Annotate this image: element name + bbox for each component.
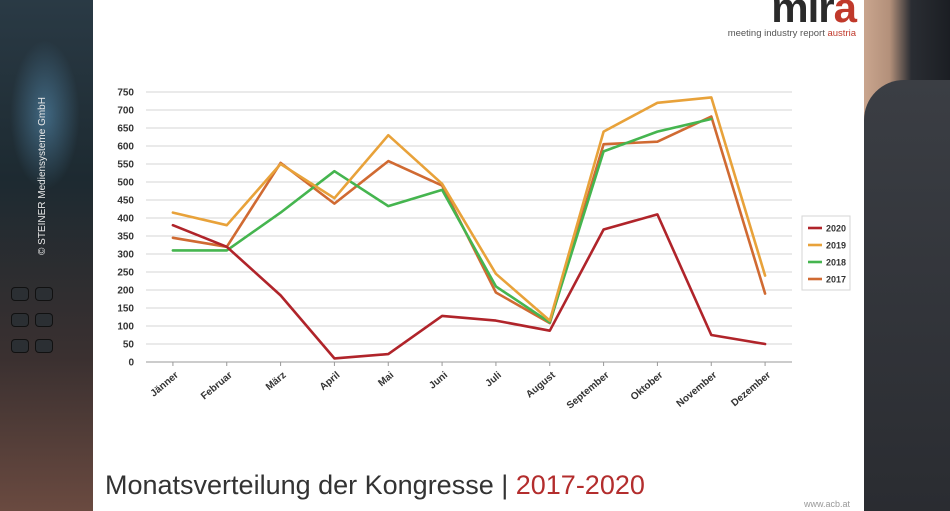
x-tick-label: April	[318, 370, 343, 393]
x-tick-label: Juni	[427, 370, 450, 392]
keyboard-key	[12, 314, 28, 326]
keyboard-key	[36, 340, 52, 352]
series-line-2018	[171, 117, 713, 324]
keyboard-key	[36, 288, 52, 300]
x-tick-label: September	[565, 370, 612, 412]
screen-glow	[10, 40, 80, 190]
series-line-2017	[171, 115, 767, 325]
x-tick-label: Februar	[199, 370, 235, 402]
legend-label: 2018	[826, 258, 846, 268]
y-tick-label: 150	[117, 304, 134, 315]
x-tick-label: Mai	[376, 370, 396, 389]
y-tick-label: 200	[117, 286, 134, 297]
y-tick-label: 750	[117, 88, 134, 99]
logo-mark: mira	[728, 0, 857, 31]
logo-subtitle-accent: austria	[827, 28, 856, 39]
y-tick-label: 350	[117, 232, 134, 243]
legend-label: 2019	[826, 241, 846, 251]
y-tick-label: 450	[117, 196, 134, 207]
y-tick-label: 500	[117, 178, 134, 189]
x-tick-label: November	[675, 370, 720, 410]
person-silhouette	[864, 80, 950, 511]
footer-url: www.acb.at	[803, 499, 850, 509]
logo-mark-accent: a	[833, 0, 857, 31]
y-tick-label: 100	[117, 322, 134, 333]
slide-panel: mira meeting industry report austria 0 50…	[93, 0, 864, 511]
y-tick-label: 400	[117, 214, 134, 225]
keyboard-key	[36, 314, 52, 326]
mira-logo: mira meeting industry report austria	[728, 0, 857, 39]
legend-label: 2017	[826, 275, 846, 285]
title-years: 2017-2020	[515, 470, 645, 500]
x-tick-label: August	[524, 369, 558, 400]
slide-title: Monatsverteilung der Kongresse | 2017-20…	[105, 470, 645, 501]
series-line-2020	[171, 213, 767, 360]
logo-mark-main: mir	[771, 0, 834, 31]
title-main: Monatsverteilung der Kongresse |	[105, 470, 516, 500]
logo-subtitle: meeting industry report austria	[728, 28, 856, 39]
x-tick-label: Jänner	[149, 370, 181, 400]
y-tick-label: 600	[117, 142, 134, 153]
background-photo-left	[0, 0, 93, 511]
y-tick-label: 50	[123, 340, 135, 351]
line-chart: 0 50 100 150 200 250 300 350 400 450 500 550 600 650 7…	[117, 88, 851, 412]
logo-subtitle-main: meeting industry report	[727, 28, 828, 39]
y-tick-label: 550	[117, 160, 134, 171]
legend-label: 2020	[826, 224, 846, 234]
series-line-2019	[171, 96, 767, 322]
x-tick-label: Dezember	[729, 370, 773, 409]
y-tick-label: 0	[128, 358, 134, 369]
x-tick-label: Juli	[484, 370, 504, 390]
keyboard-key	[12, 340, 28, 352]
x-tick-label: Oktober	[629, 370, 666, 403]
background-photo-right	[864, 0, 950, 511]
x-tick-label: März	[264, 370, 289, 393]
photo-credit: © STEINER Mediensysteme GmbH	[37, 97, 48, 255]
y-tick-label: 700	[117, 106, 134, 117]
y-tick-label: 650	[117, 124, 134, 135]
y-tick-label: 250	[117, 268, 134, 279]
keyboard-key	[12, 288, 28, 300]
y-tick-label: 300	[117, 250, 134, 261]
